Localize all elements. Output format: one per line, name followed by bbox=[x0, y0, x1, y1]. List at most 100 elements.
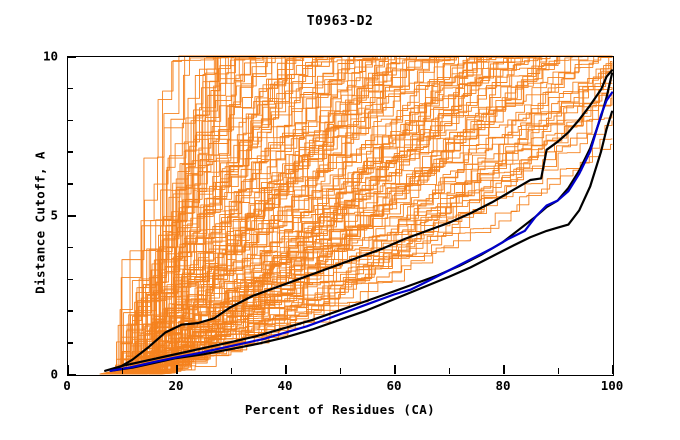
ensemble-curve bbox=[139, 55, 613, 375]
ensemble-curve bbox=[100, 55, 613, 375]
ensemble-curve bbox=[124, 55, 613, 375]
plot-canvas bbox=[99, 55, 614, 375]
ensemble-curve bbox=[152, 55, 613, 375]
x-tick bbox=[285, 365, 287, 374]
ensemble-curve bbox=[148, 55, 613, 375]
ensemble-curve bbox=[157, 55, 613, 375]
ensemble-curve bbox=[152, 55, 613, 375]
ensemble-curve bbox=[157, 55, 613, 375]
x-tick bbox=[176, 365, 178, 374]
ensemble-curve bbox=[115, 55, 613, 375]
y-tick-label: 0 bbox=[50, 366, 58, 382]
highlight-curve-highlight-blue bbox=[109, 91, 614, 372]
x-tick bbox=[121, 368, 123, 374]
ensemble-curve bbox=[156, 71, 613, 375]
ensemble-curve bbox=[156, 55, 613, 375]
y-tick bbox=[67, 56, 76, 58]
ensemble-curve bbox=[119, 55, 613, 375]
ensemble-curve bbox=[157, 55, 613, 375]
ensemble-curve bbox=[113, 55, 613, 375]
ensemble-curve bbox=[101, 55, 613, 375]
ensemble-curve bbox=[145, 55, 613, 375]
ensemble-curve bbox=[137, 55, 613, 375]
ensemble-curves-orange bbox=[99, 55, 613, 375]
x-tick bbox=[612, 365, 614, 374]
y-tick bbox=[67, 151, 73, 153]
chart-title: T0963-D2 bbox=[306, 14, 374, 29]
ensemble-curve bbox=[150, 55, 613, 375]
ensemble-curve bbox=[113, 55, 613, 375]
ensemble-curve bbox=[148, 55, 613, 375]
y-tick bbox=[67, 183, 73, 185]
plot-area bbox=[67, 55, 614, 375]
ensemble-curve bbox=[105, 55, 613, 375]
ensemble-curve bbox=[150, 55, 613, 375]
highlight-curve-highlight-black-upper bbox=[114, 69, 614, 371]
x-tick bbox=[230, 368, 232, 374]
ensemble-curve bbox=[114, 55, 613, 375]
ensemble-curve bbox=[151, 55, 613, 375]
ensemble-curve bbox=[132, 55, 613, 375]
y-axis-title: Distance Cutoff, A bbox=[32, 151, 48, 294]
ensemble-curve bbox=[157, 55, 613, 375]
y-tick bbox=[67, 374, 76, 376]
highlight-curves bbox=[104, 69, 614, 372]
ensemble-curve bbox=[156, 55, 613, 375]
y-tick bbox=[67, 278, 73, 281]
x-tick bbox=[67, 365, 69, 374]
ensemble-curve bbox=[155, 55, 613, 375]
x-tick-label: 20 bbox=[168, 378, 184, 393]
ensemble-curve bbox=[126, 55, 613, 375]
ensemble-curve bbox=[158, 55, 613, 375]
y-tick bbox=[67, 87, 73, 90]
ensemble-curve bbox=[111, 55, 613, 375]
ensemble-curve bbox=[123, 55, 613, 375]
x-tick bbox=[448, 368, 450, 374]
y-tick bbox=[67, 119, 73, 122]
ensemble-curve bbox=[114, 55, 613, 375]
ensemble-curve bbox=[153, 55, 613, 375]
ensemble-curve bbox=[144, 91, 613, 375]
ensemble-curve bbox=[132, 55, 613, 375]
ensemble-curve bbox=[157, 55, 613, 375]
y-tick-label: 5 bbox=[50, 207, 58, 223]
ensemble-curve bbox=[142, 55, 613, 375]
x-tick bbox=[503, 365, 505, 374]
ensemble-curve bbox=[119, 55, 613, 375]
y-tick-label: 10 bbox=[42, 48, 58, 64]
highlight-curve-highlight-black-lower bbox=[109, 110, 614, 372]
y-tick bbox=[67, 215, 76, 217]
x-tick-label: 80 bbox=[495, 378, 511, 393]
ensemble-curve bbox=[154, 55, 613, 375]
x-tick bbox=[394, 365, 396, 374]
ensemble-curve bbox=[123, 55, 613, 375]
ensemble-curve bbox=[129, 55, 613, 375]
ensemble-curve bbox=[106, 55, 613, 375]
ensemble-curve bbox=[128, 55, 613, 375]
ensemble-curve bbox=[158, 55, 613, 375]
x-axis-title: Percent of Residues (CA) bbox=[244, 402, 436, 417]
x-tick-label: 60 bbox=[386, 378, 402, 393]
ensemble-curve bbox=[131, 62, 613, 375]
x-tick-label: 0 bbox=[63, 378, 71, 393]
ensemble-curve bbox=[108, 55, 613, 375]
x-tick-label: 100 bbox=[600, 378, 624, 393]
ensemble-curve bbox=[140, 55, 613, 375]
ensemble-curve bbox=[127, 55, 613, 375]
y-tick bbox=[67, 310, 73, 312]
ensemble-curve bbox=[123, 55, 613, 375]
x-tick bbox=[557, 368, 559, 374]
y-tick bbox=[67, 342, 73, 344]
ensemble-curve bbox=[154, 55, 613, 375]
y-tick bbox=[67, 246, 73, 249]
ensemble-curve bbox=[151, 55, 613, 375]
ensemble-curve bbox=[127, 55, 613, 375]
ensemble-curve bbox=[153, 55, 613, 375]
x-tick bbox=[339, 368, 341, 374]
ensemble-curve bbox=[155, 55, 613, 375]
x-tick-label: 40 bbox=[277, 378, 293, 393]
ensemble-curve bbox=[141, 55, 613, 375]
ensemble-curve bbox=[153, 55, 613, 375]
ensemble-curve bbox=[141, 55, 613, 375]
